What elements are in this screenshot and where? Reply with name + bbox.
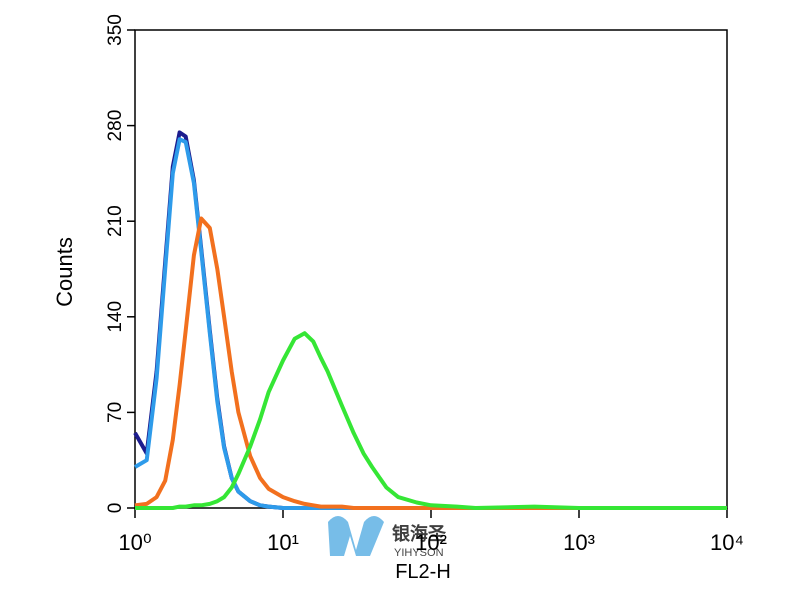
y-tick-label: 280	[105, 110, 126, 142]
y-tick-label: 70	[105, 402, 126, 423]
series-line	[134, 216, 727, 510]
y-tick-label: 350	[105, 14, 126, 46]
x-tick-label: 10¹	[267, 530, 299, 555]
watermark-logo	[328, 516, 384, 556]
y-tick-label: 0	[105, 503, 126, 514]
watermark-text: 银海圣	[392, 523, 447, 544]
x-axis-label: FL2-H	[395, 561, 451, 583]
y-tick-label: 140	[105, 301, 126, 333]
x-tick-label: 10³	[563, 530, 595, 555]
x-tick-label: 10²	[415, 530, 447, 555]
watermark: 银海圣 YIHYSON	[328, 516, 447, 559]
y-tick-label: 210	[105, 205, 126, 237]
watermark-sub: YIHYSON	[394, 547, 444, 559]
x-tick-label: 10⁴	[710, 530, 744, 555]
x-tick-label: 10⁰	[118, 530, 151, 555]
series-line	[135, 331, 727, 510]
y-axis-label: Counts	[52, 237, 77, 307]
